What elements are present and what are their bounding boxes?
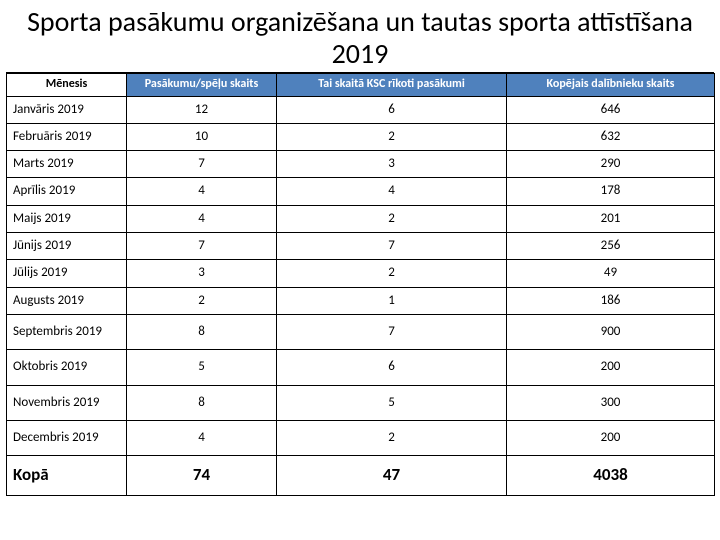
cell-value: 2 [127, 287, 277, 314]
table-row: Maijs 201942201 [7, 205, 715, 232]
cell-value: 4 [277, 178, 507, 205]
cell-month: Novembris 2019 [7, 385, 127, 420]
cell-month: Septembris 2019 [7, 314, 127, 349]
col-header-month: Mēnesis [7, 74, 127, 96]
cell-value: 4 [127, 178, 277, 205]
cell-value: 2 [277, 260, 507, 287]
cell-month: Februāris 2019 [7, 123, 127, 150]
cell-value: 290 [507, 151, 715, 178]
cell-month: Marts 2019 [7, 151, 127, 178]
table-row: Jūlijs 20193249 [7, 260, 715, 287]
cell-value: 186 [507, 287, 715, 314]
cell-value: 8 [127, 385, 277, 420]
cell-month: Jūnijs 2019 [7, 233, 127, 260]
table-total-row: Kopā74474038 [7, 456, 715, 496]
col-header-ksc: Tai skaitā KSC rīkoti pasākumi [277, 74, 507, 96]
cell-month: Augusts 2019 [7, 287, 127, 314]
cell-value: 5 [277, 385, 507, 420]
cell-total-label: Kopā [7, 456, 127, 496]
page-title: Sporta pasākumu organizēšana un tautas s… [6, 0, 714, 73]
cell-value: 6 [277, 350, 507, 385]
cell-value: 6 [277, 96, 507, 123]
table-row: Janvāris 2019126646 [7, 96, 715, 123]
cell-month: Decembris 2019 [7, 420, 127, 455]
cell-value: 2 [277, 420, 507, 455]
table-row: Oktobris 201956200 [7, 350, 715, 385]
cell-value: 2 [277, 205, 507, 232]
cell-month: Janvāris 2019 [7, 96, 127, 123]
cell-month: Oktobris 2019 [7, 350, 127, 385]
cell-value: 632 [507, 123, 715, 150]
table-row: Septembris 201987900 [7, 314, 715, 349]
table-header-row: Mēnesis Pasākumu/spēļu skaits Tai skaitā… [7, 74, 715, 96]
cell-value: 7 [127, 233, 277, 260]
data-table: Mēnesis Pasākumu/spēļu skaits Tai skaitā… [6, 73, 715, 495]
cell-month: Jūlijs 2019 [7, 260, 127, 287]
col-header-events: Pasākumu/spēļu skaits [127, 74, 277, 96]
table-row: Jūnijs 201977256 [7, 233, 715, 260]
cell-value: 3 [127, 260, 277, 287]
cell-value: 2 [277, 123, 507, 150]
cell-value: 200 [507, 350, 715, 385]
cell-value: 646 [507, 96, 715, 123]
table-row: Augusts 201921186 [7, 287, 715, 314]
cell-value: 7 [277, 314, 507, 349]
cell-value: 49 [507, 260, 715, 287]
table-row: Februāris 2019102632 [7, 123, 715, 150]
cell-value: 200 [507, 420, 715, 455]
cell-value: 300 [507, 385, 715, 420]
table-row: Decembris 201942200 [7, 420, 715, 455]
cell-value: 7 [277, 233, 507, 260]
cell-total-value: 74 [127, 456, 277, 496]
cell-value: 4 [127, 420, 277, 455]
cell-month: Maijs 2019 [7, 205, 127, 232]
cell-value: 256 [507, 233, 715, 260]
cell-value: 5 [127, 350, 277, 385]
cell-value: 1 [277, 287, 507, 314]
cell-value: 201 [507, 205, 715, 232]
cell-month: Aprīlis 2019 [7, 178, 127, 205]
table-body: Janvāris 2019126646Februāris 2019102632M… [7, 96, 715, 495]
table-row: Aprīlis 201944178 [7, 178, 715, 205]
cell-value: 12 [127, 96, 277, 123]
cell-value: 4 [127, 205, 277, 232]
cell-value: 3 [277, 151, 507, 178]
cell-value: 10 [127, 123, 277, 150]
cell-value: 900 [507, 314, 715, 349]
cell-total-value: 47 [277, 456, 507, 496]
cell-total-value: 4038 [507, 456, 715, 496]
cell-value: 8 [127, 314, 277, 349]
cell-value: 178 [507, 178, 715, 205]
table-row: Marts 201973290 [7, 151, 715, 178]
cell-value: 7 [127, 151, 277, 178]
table-row: Novembris 201985300 [7, 385, 715, 420]
col-header-participants: Kopējais dalībnieku skaits [507, 74, 715, 96]
